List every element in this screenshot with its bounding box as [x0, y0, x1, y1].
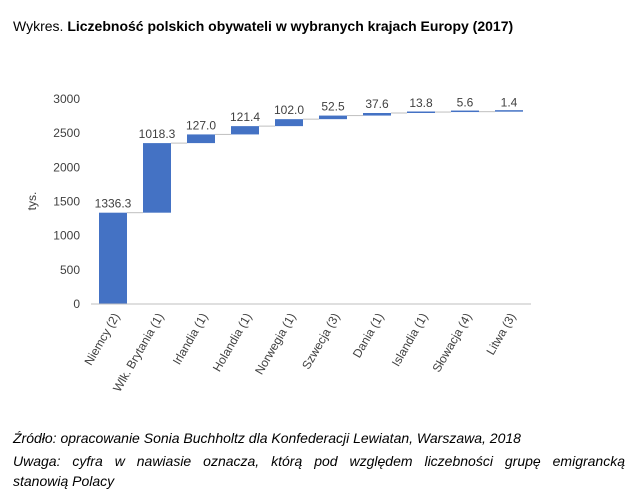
bar: [495, 110, 523, 112]
x-tick-label: Islandia (1): [389, 311, 431, 369]
x-tick-label: Norwegia (1): [252, 311, 298, 377]
data-label: 1336.3: [95, 197, 132, 211]
bar: [143, 143, 171, 213]
bar: [99, 212, 127, 304]
x-tick-label: Szwecja (3): [299, 311, 342, 372]
bar: [407, 111, 435, 114]
bar: [319, 115, 347, 120]
data-label: 102.0: [274, 103, 304, 117]
data-label: 121.4: [230, 110, 260, 124]
x-tick-label: Słowacja (4): [429, 311, 474, 375]
y-axis: 0 500 1000 1500 2000 2500 3000: [53, 92, 80, 311]
waterfall-chart: 0 500 1000 1500 2000 2500 3000 1336.3 1018.3 127…: [25, 92, 531, 394]
x-tick-label: Litwa (3): [483, 310, 518, 357]
y-tick-label: 0: [73, 297, 80, 311]
connector-lines: [127, 111, 495, 214]
y-tick-label: 2000: [53, 160, 80, 174]
y-tick-label: 2500: [53, 126, 80, 140]
bar: [451, 110, 479, 113]
y-tick-label: 500: [60, 263, 80, 277]
x-tick-label: Irlandia (1): [170, 310, 211, 367]
remark-line-1: Uwaga: cyfra w nawiasie oznacza, którą p…: [13, 453, 625, 469]
bars: [99, 110, 523, 304]
data-label: 37.6: [365, 97, 389, 111]
bar: [231, 126, 259, 135]
bar: [187, 134, 215, 144]
title-prefix: Wykres.: [13, 18, 64, 34]
bar: [363, 113, 391, 116]
x-axis: Niemcy (2)Wlk. Brytania (1) Irlandia (1) H…: [81, 310, 518, 394]
data-label: 13.8: [409, 96, 433, 110]
data-label: 1.4: [501, 96, 518, 110]
x-tick-label: Niemcy (2): [81, 311, 122, 368]
data-label: 1018.3: [139, 127, 176, 141]
data-labels: 1336.3 1018.3 127.0 121.4 102.0 52.5 37.6 13.8 5…: [95, 96, 518, 211]
bar: [275, 119, 303, 127]
source-note: Źródło: opracowanie Sonia Buchholtz dla …: [13, 430, 521, 446]
remark-line-2: stanowią Polacy: [13, 473, 115, 489]
y-axis-label: tys.: [25, 192, 39, 211]
chart-title: Wykres. Liczebność polskich obywateli w …: [13, 18, 513, 34]
data-label: 5.6: [457, 96, 474, 110]
remark-note: Uwaga: cyfra w nawiasie oznacza, którą p…: [13, 451, 625, 491]
title-main: Liczebność polskich obywateli w wybranyc…: [67, 18, 514, 34]
x-tick-label: Dania (1): [350, 311, 387, 361]
y-tick-label: 1000: [53, 229, 80, 243]
data-label: 127.0: [186, 118, 216, 132]
y-tick-label: 3000: [53, 92, 80, 106]
y-tick-label: 1500: [53, 195, 80, 209]
data-label: 52.5: [321, 100, 345, 114]
x-tick-label: Holandia (1): [210, 311, 255, 375]
